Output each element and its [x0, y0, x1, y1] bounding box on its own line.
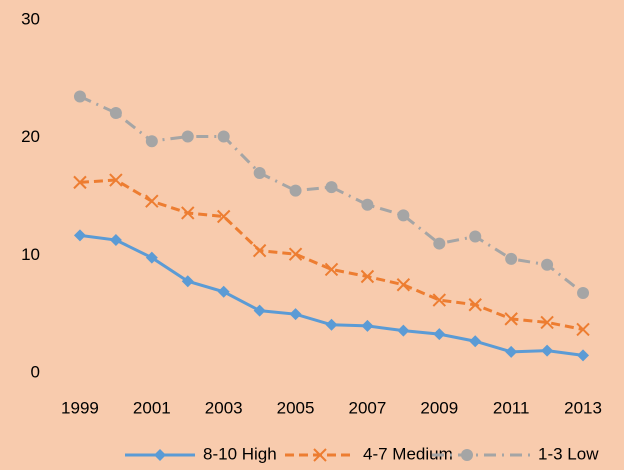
- series-line: [79, 95, 584, 295]
- y-tick-label: 0: [31, 362, 40, 381]
- data-point: [577, 349, 590, 362]
- x-tick-label: 2011: [493, 398, 530, 417]
- data-point: [253, 166, 266, 179]
- data-point: [360, 269, 375, 284]
- data-point: [289, 308, 302, 321]
- data-point: [325, 181, 338, 194]
- data-point: [397, 324, 410, 337]
- data-point: [469, 335, 482, 348]
- data-point: [396, 278, 411, 292]
- x-tick-label: 2001: [133, 398, 171, 417]
- data-point: [468, 298, 482, 312]
- data-point: [217, 130, 230, 143]
- data-point: [253, 304, 266, 317]
- data-point: [577, 286, 590, 299]
- data-point: [504, 312, 518, 326]
- legend-label: 4-7 Medium: [363, 444, 453, 463]
- x-tick-label: 2013: [564, 398, 602, 417]
- data-point: [109, 106, 122, 119]
- data-point: [576, 322, 590, 337]
- legend-label: 1-3 Low: [538, 444, 599, 463]
- y-tick-label: 20: [21, 127, 40, 146]
- data-point: [217, 285, 230, 298]
- data-point: [541, 344, 554, 357]
- x-tick-label: 2009: [420, 398, 458, 417]
- data-point: [541, 258, 554, 271]
- legend-marker: [461, 449, 473, 461]
- data-point: [325, 318, 338, 331]
- x-tick-label: 2003: [205, 398, 243, 417]
- data-point: [73, 90, 86, 103]
- legend-label: 8-10 High: [203, 444, 277, 463]
- series-line: [79, 178, 584, 331]
- data-point: [289, 184, 302, 197]
- data-point: [181, 206, 195, 220]
- data-point: [433, 237, 446, 250]
- data-point: [505, 345, 518, 358]
- data-point: [73, 175, 87, 190]
- legend-marker: [313, 448, 327, 462]
- data-point: [145, 194, 159, 208]
- data-point: [540, 315, 554, 330]
- x-tick-label: 1999: [61, 398, 99, 417]
- data-point: [324, 262, 339, 277]
- data-point: [109, 173, 123, 187]
- data-point: [505, 252, 518, 265]
- data-point: [397, 209, 410, 222]
- data-point: [361, 319, 374, 332]
- data-point: [433, 328, 446, 341]
- y-tick-label: 10: [21, 245, 40, 264]
- data-point: [361, 198, 374, 211]
- x-tick-label: 2005: [277, 398, 315, 417]
- y-tick-label: 30: [21, 9, 40, 28]
- data-point: [109, 234, 122, 247]
- data-point: [432, 293, 447, 307]
- data-point: [181, 130, 194, 143]
- data-point: [73, 229, 86, 242]
- data-point: [216, 209, 231, 224]
- legend-marker: [154, 449, 166, 461]
- data-point: [145, 251, 158, 264]
- data-point: [181, 275, 194, 288]
- data-point: [469, 230, 482, 243]
- data-point: [252, 243, 267, 258]
- data-point: [288, 247, 303, 261]
- data-point: [145, 135, 158, 148]
- x-tick-label: 2007: [349, 398, 387, 417]
